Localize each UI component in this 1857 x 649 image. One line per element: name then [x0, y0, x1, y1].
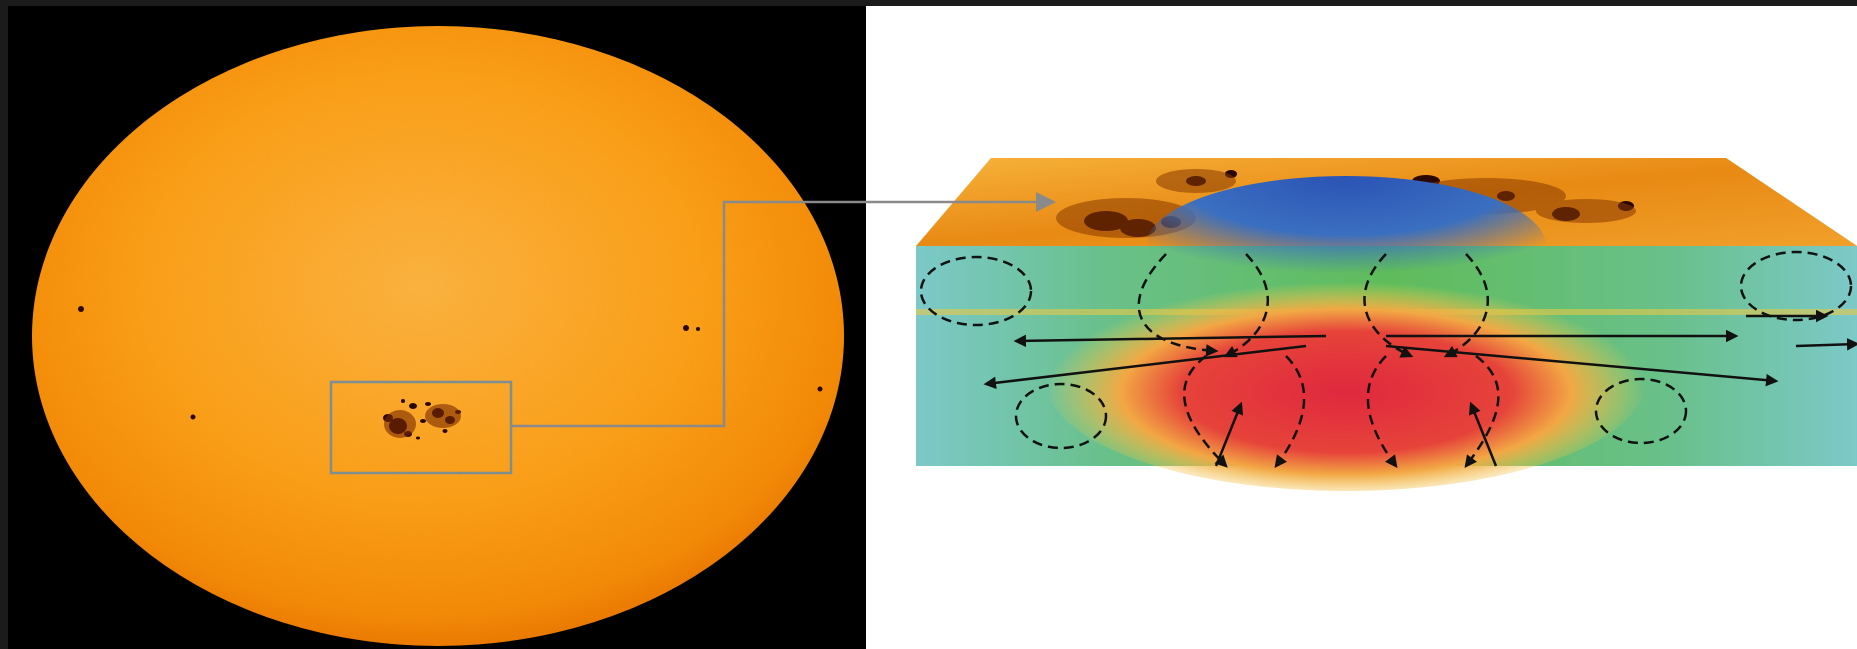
sun-image-panel	[8, 6, 866, 649]
cross-section-diagram	[916, 158, 1857, 491]
hot-core	[1046, 271, 1646, 491]
sun-disk-icon	[32, 26, 844, 646]
cross-section-panel	[866, 6, 1857, 649]
